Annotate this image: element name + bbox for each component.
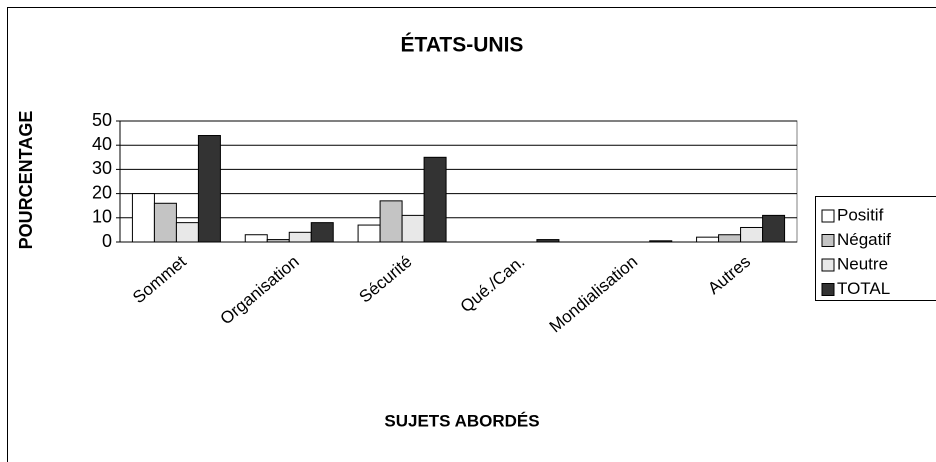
x-axis-label: SUJETS ABORDÉS [384,411,539,430]
bar [762,214,786,243]
chart-title: ÉTATS-UNIS [401,34,524,57]
y-tick-label: 0 [102,231,112,251]
bar [401,214,425,243]
bar [423,156,447,243]
legend-swatch [821,283,835,296]
bar [740,226,764,243]
bar [379,200,403,243]
legend-label: Négatif [837,230,891,249]
bar [197,135,221,243]
legend-swatch [821,258,835,272]
legend-label: Positif [837,205,884,224]
legend [815,196,936,301]
bar [175,222,199,243]
bar [718,234,742,243]
bar [153,202,177,243]
y-tick-label: 40 [92,134,112,154]
plot-area [119,120,798,243]
y-tick-label: 30 [92,158,112,178]
legend-swatch [821,234,835,247]
bar [310,222,334,243]
y-tick-label: 20 [92,182,112,202]
legend-label: Neutre [837,254,888,273]
y-axis-label: POURCENTAGE [16,111,36,250]
bar [288,231,312,243]
legend-swatch [821,209,835,223]
y-tick-label: 50 [92,110,112,130]
bar [244,234,268,243]
legend-label: TOTAL [837,279,890,298]
bar [357,224,381,243]
bar [131,193,155,243]
y-tick-label: 10 [92,207,112,227]
bar [696,236,720,243]
